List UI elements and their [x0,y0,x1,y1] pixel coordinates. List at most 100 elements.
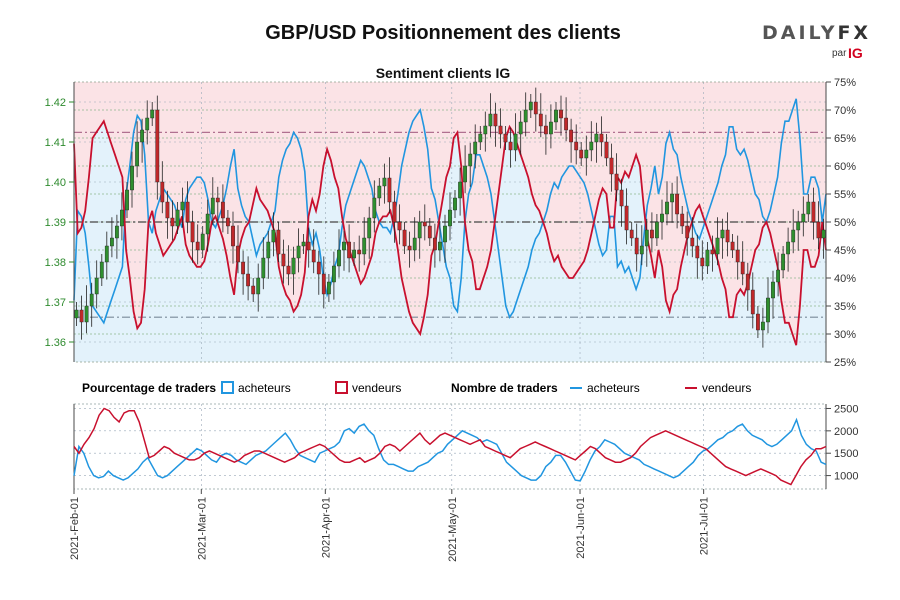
candle-body [589,141,594,151]
legend-count-buyers: acheteurs [587,381,640,395]
logo-fx: FX [837,22,872,44]
candle-body [756,313,760,331]
candle-body [665,201,669,215]
candle-body [554,109,558,123]
candle-body [564,117,569,131]
candle-body [579,149,584,159]
candle-body [215,197,220,203]
candle-body [705,249,710,267]
x-tick-label: 2021-May-01 [447,497,459,562]
candle-body [402,229,407,247]
chart-subtitle: Sentiment clients IG [375,65,511,81]
legend: Pourcentage de traders acheteurs vendeur… [82,381,751,395]
candle-body [730,241,735,251]
candle-body [463,165,467,183]
candle-body [377,185,382,199]
candle-body [619,189,624,207]
candle-body [256,277,261,295]
candle-body [236,245,240,263]
candle-body [624,205,629,231]
candle-body [296,245,301,259]
candle-body [549,121,553,135]
candle-body [473,141,478,155]
candle-body [190,221,195,243]
candle-body [89,293,94,307]
sellers-area [74,82,826,346]
legend-count-sellers: vendeurs [702,381,751,395]
candle-body [518,121,523,135]
candle-body [281,253,286,267]
candle-body [337,249,341,267]
legend-pct-title: Pourcentage de traders [82,381,216,395]
candle-body [523,109,528,123]
sellers-count-line [73,407,827,486]
right-tick-label: 55% [834,189,856,201]
candle-body [332,265,336,283]
candle-body [311,249,316,263]
right-tick-label: 40% [834,273,856,285]
candle-body [493,113,498,127]
candle-body [745,273,750,291]
candle-body [786,241,791,255]
candle-body [771,281,775,299]
candle-body [291,257,296,275]
candle-body [367,217,372,239]
logo-par: par [832,48,847,59]
logo-ig: IG [848,45,863,61]
candle-body [195,241,200,251]
candle-body [241,261,245,275]
candle-body [776,269,781,283]
candle-body [443,225,447,243]
buyers-count-line [73,417,827,482]
candle-body [513,133,518,151]
candle-body [791,229,796,243]
candle-body [135,141,139,167]
candle-body [321,273,326,295]
candle-body [639,245,644,255]
candle-body [422,221,427,227]
candle-body [660,213,664,223]
candle-body [695,245,700,259]
candle-body [327,281,331,295]
candle-body [453,197,457,211]
candle-body [528,101,533,111]
candle-body [498,125,503,135]
candle-body [478,133,483,143]
candle-body [150,109,155,119]
candle-body [271,229,276,243]
candle-body [427,225,432,239]
candle-body [119,209,124,227]
candle-body [680,213,685,227]
candle-body [140,129,144,143]
legend-pct-buyers: acheteurs [238,381,291,395]
count-tick-label: 2500 [834,403,858,415]
candle-body [155,109,160,183]
candle-body [114,225,119,239]
candle-body [387,177,392,203]
candle-body [761,321,765,331]
count-tick-label: 1500 [834,448,858,460]
left-tick-label: 1.40 [45,177,66,189]
candle-body [276,229,281,255]
candle-body [811,201,816,223]
candle-body [750,289,755,315]
candle-body [629,229,634,239]
candle-body [231,225,235,247]
candle-body [544,125,548,135]
candle-body [372,197,377,219]
dailyfx-logo: DAILYFX par IG [762,22,872,62]
candle-body [781,253,786,271]
candle-body [735,249,740,263]
candle-body [145,117,150,131]
candle-body [84,305,89,323]
candle-body [644,229,649,247]
candle-body [538,113,543,127]
candle-body [483,125,488,135]
candle-body [130,165,134,191]
candle-body [725,229,730,243]
candle-body [160,181,165,203]
candle-body [251,285,256,295]
candle-body [720,229,725,239]
buyers-area [74,121,826,362]
